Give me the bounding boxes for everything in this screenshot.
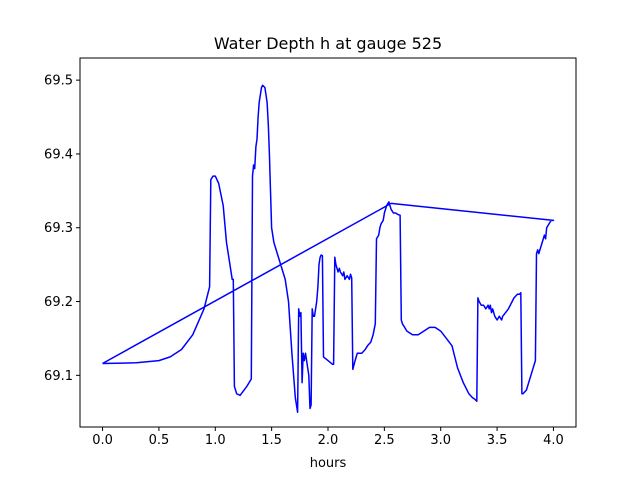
- x-tick-label: 1.5: [261, 433, 282, 448]
- x-axis-label: hours: [310, 456, 347, 471]
- y-tick-label: 69.2: [44, 295, 73, 310]
- y-tick-label: 69.3: [44, 221, 73, 236]
- x-tick-label: 3.0: [430, 433, 451, 448]
- x-tick-label: 3.5: [487, 433, 508, 448]
- y-tick-label: 69.1: [44, 369, 73, 384]
- x-tick-label: 2.5: [374, 433, 395, 448]
- x-axis-ticks: 0.0 0.5 1.0 1.5 2.0 2.5 3.0 3.5 4.0: [92, 427, 564, 448]
- y-axis-ticks: 69.1 69.2 69.3 69.4 69.5: [44, 74, 80, 384]
- x-tick-label: 4.0: [543, 433, 564, 448]
- x-tick-label: 2.0: [318, 433, 339, 448]
- x-tick-label: 0.0: [92, 433, 113, 448]
- chart-title: Water Depth h at gauge 525: [214, 34, 442, 53]
- plot-frame: [79, 57, 577, 428]
- y-tick-label: 69.5: [44, 74, 73, 89]
- y-tick-label: 69.4: [44, 147, 73, 162]
- x-tick-label: 1.0: [205, 433, 226, 448]
- x-tick-label: 0.5: [149, 433, 170, 448]
- data-line: [102, 84, 555, 413]
